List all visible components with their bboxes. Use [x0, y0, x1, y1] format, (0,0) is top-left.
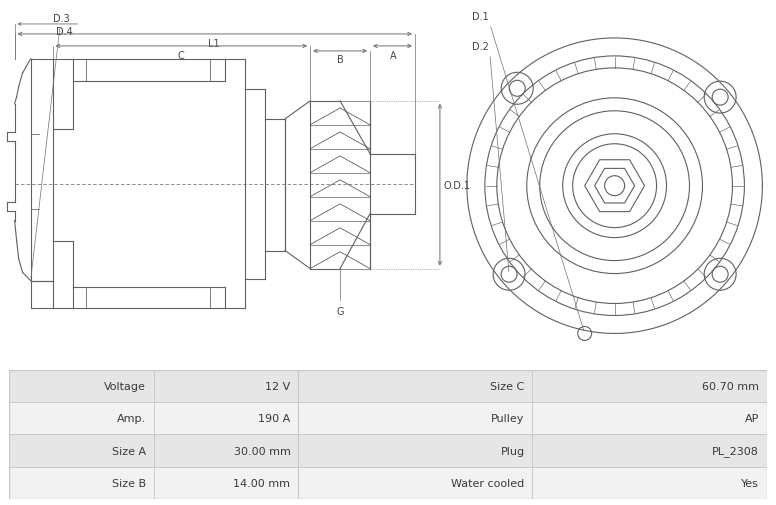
- Text: 190 A: 190 A: [258, 414, 290, 424]
- Text: Voltage: Voltage: [104, 381, 146, 391]
- Bar: [9, 434, 154, 467]
- Text: 12 V: 12 V: [265, 381, 290, 391]
- Text: Pulley: Pulley: [491, 414, 525, 424]
- Bar: [298, 434, 532, 467]
- Bar: [298, 370, 532, 402]
- Text: D.4: D.4: [56, 27, 72, 37]
- Bar: [154, 434, 298, 467]
- Text: D.3: D.3: [31, 14, 69, 278]
- Text: D.1: D.1: [472, 12, 489, 22]
- Bar: [9, 467, 154, 499]
- Text: AP: AP: [744, 414, 759, 424]
- Bar: [9, 370, 154, 402]
- Bar: [532, 402, 767, 434]
- Text: Size A: Size A: [112, 445, 146, 456]
- Text: 60.70 mm: 60.70 mm: [702, 381, 759, 391]
- Text: L1: L1: [209, 39, 220, 49]
- Text: A: A: [390, 51, 397, 61]
- Text: O.D.1: O.D.1: [444, 180, 471, 190]
- Text: 30.00 mm: 30.00 mm: [234, 445, 290, 456]
- Text: Yes: Yes: [741, 478, 759, 488]
- Bar: [154, 402, 298, 434]
- Text: PL_2308: PL_2308: [712, 445, 759, 456]
- Text: Amp.: Amp.: [117, 414, 146, 424]
- Bar: [154, 467, 298, 499]
- Bar: [154, 370, 298, 402]
- Text: D.2: D.2: [472, 42, 489, 52]
- Text: 14.00 mm: 14.00 mm: [234, 478, 290, 488]
- Bar: [9, 402, 154, 434]
- Text: G: G: [336, 307, 344, 317]
- Bar: [532, 370, 767, 402]
- Text: B: B: [337, 55, 344, 65]
- Text: Size B: Size B: [112, 478, 146, 488]
- Text: Plug: Plug: [501, 445, 525, 456]
- Text: C: C: [178, 51, 185, 61]
- Text: Water cooled: Water cooled: [452, 478, 525, 488]
- Bar: [298, 467, 532, 499]
- Bar: [532, 467, 767, 499]
- Bar: [532, 434, 767, 467]
- Bar: [298, 402, 532, 434]
- Text: Size C: Size C: [490, 381, 525, 391]
